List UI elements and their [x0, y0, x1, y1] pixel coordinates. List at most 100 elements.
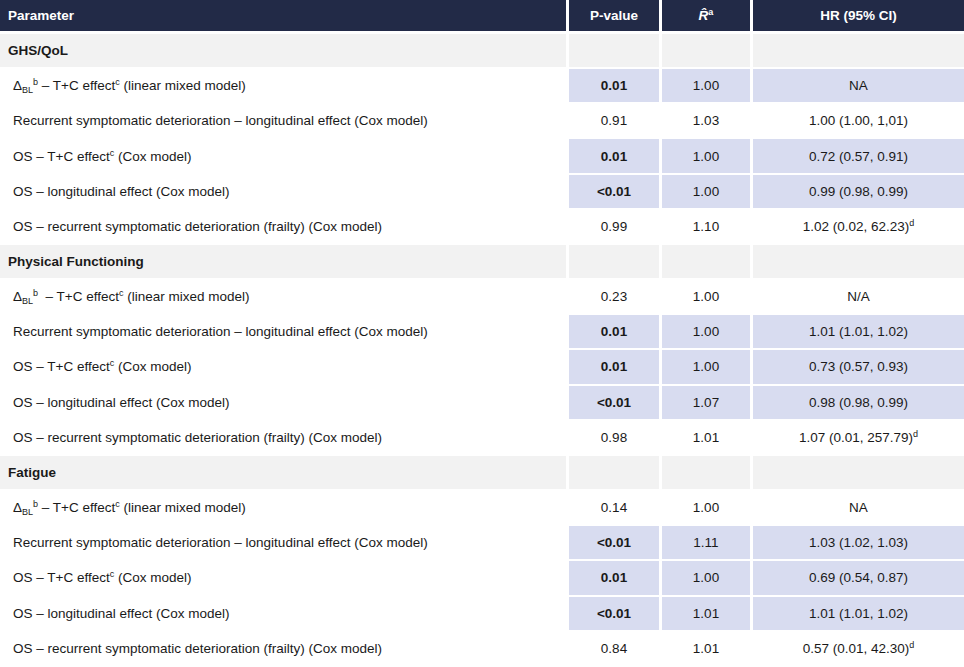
- r-hat-cell: 1.00: [659, 175, 750, 210]
- parameter-cell: Recurrent symptomatic deterioration – lo…: [0, 104, 566, 139]
- parameter-cell: OS – T+C effectc (Cox model): [0, 139, 566, 174]
- parameter-cell: ΔBLb – T+C effectc (linear mixed model): [0, 491, 566, 526]
- hr-cell: 0.98 (0.98, 0.99): [750, 386, 964, 421]
- table-row: OS – recurrent symptomatic deterioration…: [0, 421, 964, 456]
- r-hat-label: R̂a: [699, 8, 714, 23]
- section-pvalue-cell: [566, 34, 659, 69]
- table-row: Recurrent symptomatic deterioration – lo…: [0, 104, 964, 139]
- section-row: Physical Functioning: [0, 245, 964, 280]
- parameter-cell: Recurrent symptomatic deterioration – lo…: [0, 526, 566, 561]
- p-value-cell: 0.98: [566, 421, 659, 456]
- table-row: OS – recurrent symptomatic deterioration…: [0, 632, 964, 667]
- table-row: OS – longitudinal effect (Cox model)<0.0…: [0, 175, 964, 210]
- r-hat-cell: 1.10: [659, 210, 750, 245]
- section-hr-cell: [750, 245, 964, 280]
- hr-cell: 1.02 (0.02, 62.23)d: [750, 210, 964, 245]
- table-row: OS – T+C effectc (Cox model)0.011.000.72…: [0, 139, 964, 174]
- p-value-cell: 0.99: [566, 210, 659, 245]
- hr-cell: 1.01 (1.01, 1.02): [750, 315, 964, 350]
- r-hat-cell: 1.00: [659, 350, 750, 385]
- p-value-cell: 0.01: [566, 315, 659, 350]
- p-value-cell: 0.91: [566, 104, 659, 139]
- col-header-hr: HR (95% CI): [750, 0, 964, 34]
- parameter-cell: Recurrent symptomatic deterioration – lo…: [0, 315, 566, 350]
- table-row: ΔBLb – T+C effectc (linear mixed model)0…: [0, 69, 964, 104]
- table-row: ΔBLb – T+C effectc (linear mixed model)0…: [0, 280, 964, 315]
- r-hat-cell: 1.01: [659, 597, 750, 632]
- section-rhat-cell: [659, 34, 750, 69]
- parameter-cell: OS – longitudinal effect (Cox model): [0, 597, 566, 632]
- table-row: Recurrent symptomatic deterioration – lo…: [0, 526, 964, 561]
- r-hat-cell: 1.00: [659, 69, 750, 104]
- r-hat-cell: 1.03: [659, 104, 750, 139]
- table-row: OS – longitudinal effect (Cox model)<0.0…: [0, 386, 964, 421]
- section-rhat-cell: [659, 245, 750, 280]
- parameter-cell: OS – recurrent symptomatic deterioration…: [0, 210, 566, 245]
- table-row: ΔBLb – T+C effectc (linear mixed model)0…: [0, 491, 964, 526]
- hr-cell: 1.07 (0.01, 257.79)d: [750, 421, 964, 456]
- p-value-cell: <0.01: [566, 526, 659, 561]
- hr-cell: NA: [750, 69, 964, 104]
- hr-cell: 0.69 (0.54, 0.87): [750, 561, 964, 596]
- p-value-cell: <0.01: [566, 386, 659, 421]
- col-header-pvalue: P-value: [566, 0, 659, 34]
- parameter-cell: OS – recurrent symptomatic deterioration…: [0, 421, 566, 456]
- parameter-cell: OS – longitudinal effect (Cox model): [0, 386, 566, 421]
- p-value-cell: 0.84: [566, 632, 659, 667]
- hr-cell: 0.72 (0.57, 0.91): [750, 139, 964, 174]
- r-hat-cell: 1.01: [659, 632, 750, 667]
- col-header-rhat: R̂a: [659, 0, 750, 34]
- parameter-cell: ΔBLb – T+C effectc (linear mixed model): [0, 69, 566, 104]
- table-row: Recurrent symptomatic deterioration – lo…: [0, 315, 964, 350]
- r-hat-cell: 1.00: [659, 561, 750, 596]
- p-value-cell: <0.01: [566, 175, 659, 210]
- r-hat-cell: 1.11: [659, 526, 750, 561]
- section-title: Physical Functioning: [0, 245, 566, 280]
- section-pvalue-cell: [566, 456, 659, 491]
- hr-cell: 1.00 (1.00, 1,01): [750, 104, 964, 139]
- r-hat-cell: 1.00: [659, 280, 750, 315]
- parameter-cell: ΔBLb – T+C effectc (linear mixed model): [0, 280, 566, 315]
- r-hat-cell: 1.01: [659, 421, 750, 456]
- hr-cell: 1.01 (1.01, 1.02): [750, 597, 964, 632]
- parameter-cell: OS – recurrent symptomatic deterioration…: [0, 632, 566, 667]
- col-header-parameter: Parameter: [0, 0, 566, 34]
- r-hat-cell: 1.00: [659, 491, 750, 526]
- r-hat-cell: 1.00: [659, 139, 750, 174]
- section-hr-cell: [750, 456, 964, 491]
- p-value-cell: 0.01: [566, 561, 659, 596]
- r-hat-cell: 1.00: [659, 315, 750, 350]
- r-hat-symbol: R̂: [699, 8, 709, 23]
- section-hr-cell: [750, 34, 964, 69]
- r-hat-superscript: a: [708, 7, 713, 17]
- section-row: GHS/QoL: [0, 34, 964, 69]
- parameter-cell: OS – T+C effectc (Cox model): [0, 350, 566, 385]
- section-title: GHS/QoL: [0, 34, 566, 69]
- hr-cell: NA: [750, 491, 964, 526]
- p-value-cell: 0.23: [566, 280, 659, 315]
- hr-cell: 0.73 (0.57, 0.93): [750, 350, 964, 385]
- section-pvalue-cell: [566, 245, 659, 280]
- table-row: OS – recurrent symptomatic deterioration…: [0, 210, 964, 245]
- p-value-cell: 0.01: [566, 69, 659, 104]
- section-rhat-cell: [659, 456, 750, 491]
- table-body: GHS/QoLΔBLb – T+C effectc (linear mixed …: [0, 34, 964, 667]
- hr-cell: 1.03 (1.02, 1.03): [750, 526, 964, 561]
- hr-cell: N/A: [750, 280, 964, 315]
- p-value-cell: <0.01: [566, 597, 659, 632]
- parameter-cell: OS – longitudinal effect (Cox model): [0, 175, 566, 210]
- section-row: Fatigue: [0, 456, 964, 491]
- table-row: OS – longitudinal effect (Cox model)<0.0…: [0, 597, 964, 632]
- section-title: Fatigue: [0, 456, 566, 491]
- results-table: Parameter P-value R̂a HR (95% CI) GHS/Qo…: [0, 0, 964, 667]
- header-row: Parameter P-value R̂a HR (95% CI): [0, 0, 964, 34]
- hr-cell: 0.57 (0.01, 42.30)d: [750, 632, 964, 667]
- hr-cell: 0.99 (0.98, 0.99): [750, 175, 964, 210]
- p-value-cell: 0.01: [566, 139, 659, 174]
- p-value-cell: 0.14: [566, 491, 659, 526]
- table-row: OS – T+C effectc (Cox model)0.011.000.73…: [0, 350, 964, 385]
- p-value-cell: 0.01: [566, 350, 659, 385]
- parameter-cell: OS – T+C effectc (Cox model): [0, 561, 566, 596]
- r-hat-cell: 1.07: [659, 386, 750, 421]
- table-row: OS – T+C effectc (Cox model)0.011.000.69…: [0, 561, 964, 596]
